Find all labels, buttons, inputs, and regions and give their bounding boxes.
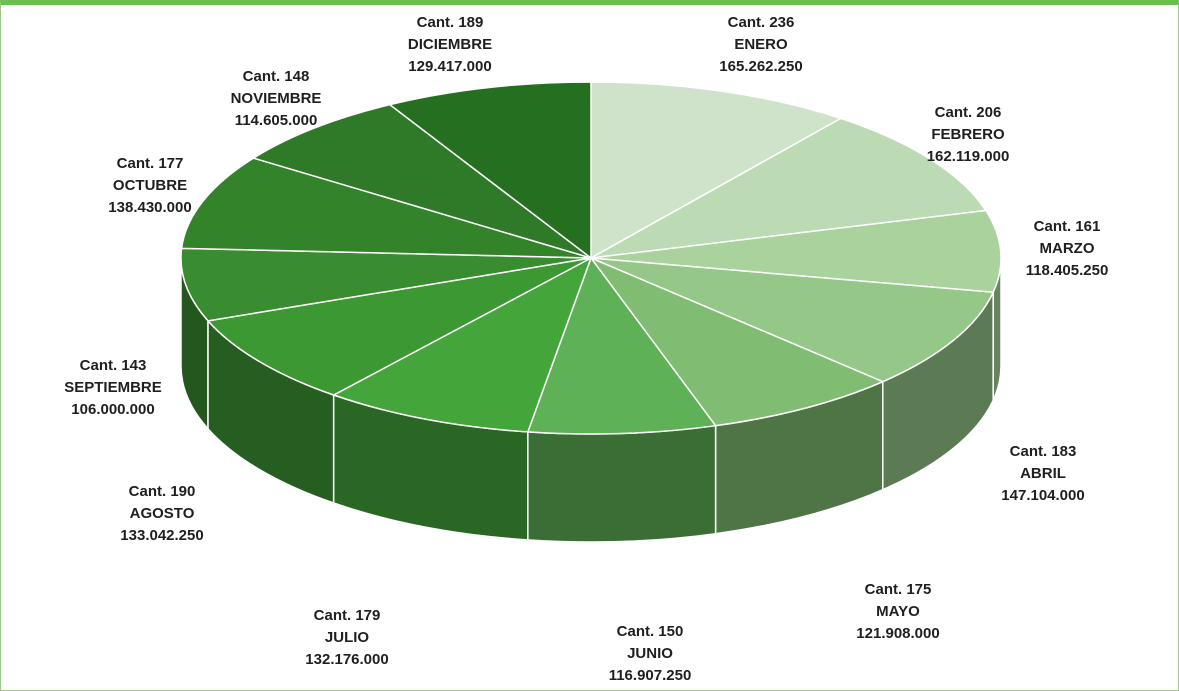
slice-name: NOVIEMBRE: [231, 88, 322, 110]
slice-side-junio: [528, 426, 716, 542]
slice-count: Cant. 177: [108, 153, 191, 175]
slice-amount: 162.119.000: [927, 146, 1010, 168]
slice-name: ABRIL: [1001, 463, 1084, 485]
slice-count: Cant. 143: [64, 355, 162, 377]
slice-name: AGOSTO: [120, 503, 203, 525]
slice-amount: 138.430.000: [108, 197, 191, 219]
slice-label-febrero: Cant. 206 FEBRERO 162.119.000: [927, 102, 1010, 168]
slice-label-julio: Cant. 179 JULIO 132.176.000: [305, 605, 388, 671]
slice-label-septiembre: Cant. 143 SEPTIEMBRE 106.000.000: [64, 355, 162, 421]
slice-amount: 165.262.250: [719, 56, 802, 78]
slice-amount: 147.104.000: [1001, 485, 1084, 507]
slice-count: Cant. 179: [305, 605, 388, 627]
slice-amount: 116.907.250: [609, 665, 692, 687]
slice-count: Cant. 161: [1026, 216, 1109, 238]
slice-count: Cant. 148: [231, 66, 322, 88]
slice-name: OCTUBRE: [108, 175, 191, 197]
slice-count: Cant. 150: [609, 621, 692, 643]
slice-label-junio: Cant. 150 JUNIO 116.907.250: [609, 621, 692, 687]
slice-count: Cant. 189: [408, 12, 492, 34]
slice-label-enero: Cant. 236 ENERO 165.262.250: [719, 12, 802, 78]
slice-name: MARZO: [1026, 238, 1109, 260]
slice-amount: 121.908.000: [856, 623, 939, 645]
slice-count: Cant. 175: [856, 579, 939, 601]
slice-label-abril: Cant. 183 ABRIL 147.104.000: [1001, 441, 1084, 507]
slice-name: JUNIO: [609, 643, 692, 665]
slice-amount: 114.605.000: [231, 110, 322, 132]
slice-name: JULIO: [305, 627, 388, 649]
slice-label-marzo: Cant. 161 MARZO 118.405.250: [1026, 216, 1109, 282]
slice-amount: 133.042.250: [120, 525, 203, 547]
slice-count: Cant. 206: [927, 102, 1010, 124]
slice-amount: 106.000.000: [64, 399, 162, 421]
slice-amount: 118.405.250: [1026, 260, 1109, 282]
slice-name: ENERO: [719, 34, 802, 56]
slice-label-agosto: Cant. 190 AGOSTO 133.042.250: [120, 481, 203, 547]
slice-count: Cant. 190: [120, 481, 203, 503]
slice-name: MAYO: [856, 601, 939, 623]
slice-amount: 129.417.000: [408, 56, 492, 78]
slice-count: Cant. 183: [1001, 441, 1084, 463]
slice-count: Cant. 236: [719, 12, 802, 34]
slice-name: DICIEMBRE: [408, 34, 492, 56]
slice-label-diciembre: Cant. 189 DICIEMBRE 129.417.000: [408, 12, 492, 78]
slice-label-noviembre: Cant. 148 NOVIEMBRE 114.605.000: [231, 66, 322, 132]
slice-label-octubre: Cant. 177 OCTUBRE 138.430.000: [108, 153, 191, 219]
slice-name: FEBRERO: [927, 124, 1010, 146]
slice-label-mayo: Cant. 175 MAYO 121.908.000: [856, 579, 939, 645]
slice-amount: 132.176.000: [305, 649, 388, 671]
slice-name: SEPTIEMBRE: [64, 377, 162, 399]
